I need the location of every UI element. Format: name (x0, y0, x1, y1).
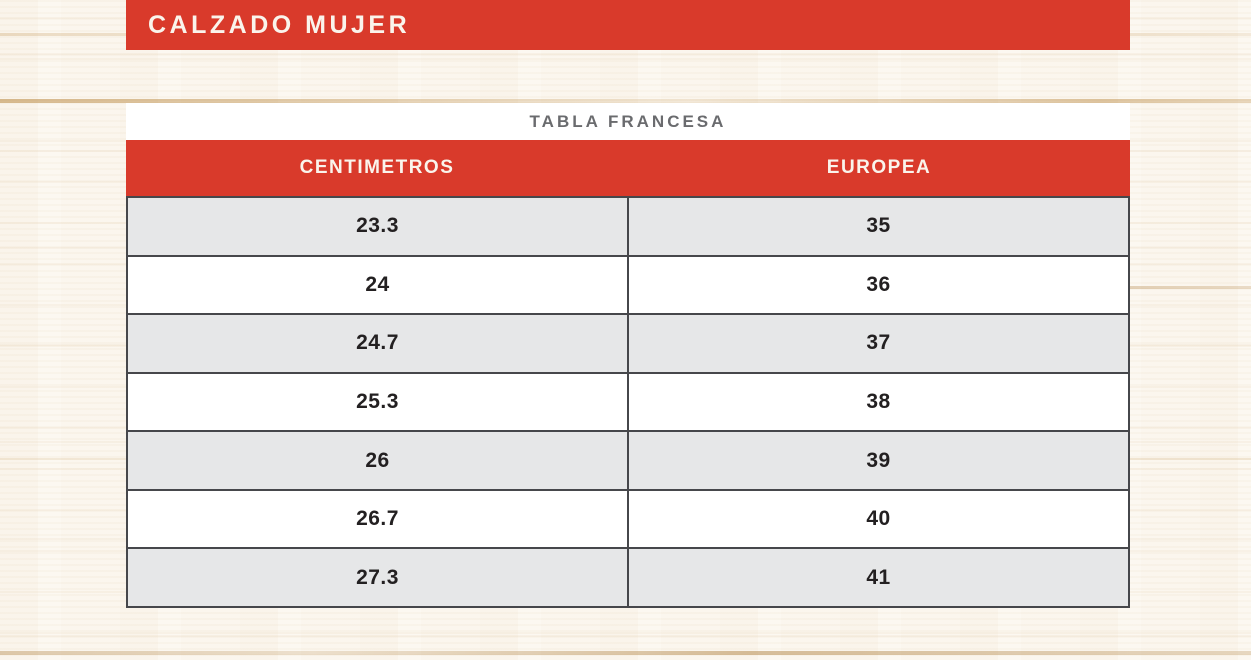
table-row: 25.3 38 (128, 371, 1128, 431)
table-row: 24 36 (128, 254, 1128, 314)
cell-centimetros: 24.7 (128, 315, 629, 372)
column-header-europea: EUROPEA (826, 157, 932, 178)
cell-europea: 35 (866, 214, 891, 238)
cell-centimetros: 26 (128, 432, 629, 489)
section-header-banner: CALZADO MUJER (126, 0, 1130, 50)
cell-centimetros: 26.7 (128, 490, 629, 548)
table-header-row: CENTIMETROS EUROPEA (126, 140, 1130, 196)
cell-centimetros: 24 (128, 256, 629, 314)
table-title: TABLA FRANCESA (126, 103, 1130, 140)
size-conversion-table: TABLA FRANCESA CENTIMETROS EUROPEA 23.3 … (126, 103, 1130, 608)
cell-europea: 41 (866, 565, 891, 589)
wood-seam (0, 651, 1251, 655)
table-row: 27.3 41 (128, 547, 1128, 607)
cell-europea: 36 (866, 272, 891, 296)
cell-centimetros: 23.3 (128, 198, 629, 255)
cell-europea: 38 (866, 390, 891, 414)
table-row: 26.7 40 (128, 488, 1128, 548)
page-title: CALZADO MUJER (148, 10, 411, 39)
table-row: 23.3 35 (128, 198, 1128, 255)
table-body: 23.3 35 24 36 24.7 37 25.3 38 26 39 26.7… (126, 196, 1130, 608)
cell-europea: 37 (866, 331, 891, 355)
cell-centimetros: 27.3 (128, 549, 629, 607)
cell-europea: 40 (866, 507, 891, 531)
cell-europea: 39 (866, 448, 891, 472)
table-row: 24.7 37 (128, 313, 1128, 372)
table-row: 26 39 (128, 430, 1128, 489)
cell-centimetros: 25.3 (128, 373, 629, 431)
column-header-centimetros: CENTIMETROS (299, 157, 455, 178)
